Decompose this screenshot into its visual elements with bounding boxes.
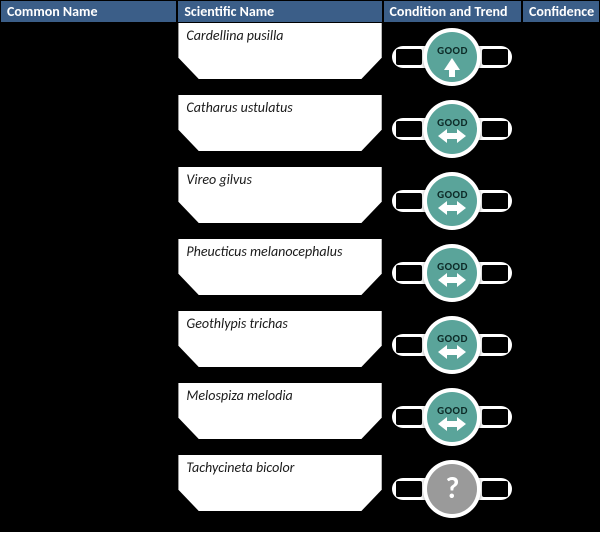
table-body: Cardellina pusillaGOODCatharus ustulatus… — [1, 23, 599, 533]
cell-confidence — [523, 455, 599, 527]
cell-scientific-name: Pheucticus melanocephalus — [178, 239, 383, 311]
cell-common-name — [1, 311, 178, 383]
header-common-name: Common Name — [1, 1, 178, 22]
species-table: Common Name Scientific Name Condition an… — [0, 0, 600, 532]
cell-scientific-name: Catharus ustulatus — [178, 95, 383, 167]
cell-common-name — [1, 167, 178, 239]
scientific-name-label: Geothlypis trichas — [178, 311, 381, 367]
scientific-name-text: Cardellina pusilla — [186, 27, 373, 44]
cell-condition-trend: GOOD — [384, 95, 524, 167]
cell-confidence — [523, 239, 599, 311]
scientific-name-label: Catharus ustulatus — [178, 95, 381, 151]
cell-scientific-name: Melospiza melodia — [178, 383, 383, 455]
scientific-name-text: Vireo gilvus — [186, 171, 373, 188]
scientific-name-label: Vireo gilvus — [178, 167, 381, 223]
condition-badge-wrap: GOOD — [392, 169, 512, 233]
condition-badge: GOOD — [423, 388, 481, 446]
trend-stable-icon — [438, 202, 466, 214]
badge-label: GOOD — [437, 261, 468, 272]
cell-confidence — [523, 311, 599, 383]
cell-scientific-name: Geothlypis trichas — [178, 311, 383, 383]
scientific-name-text: Geothlypis trichas — [186, 315, 373, 332]
trend-stable-icon — [438, 346, 466, 358]
unknown-badge-icon: ? — [427, 464, 477, 514]
scientific-name-label: Melospiza melodia — [178, 383, 381, 439]
scientific-name-label: Tachycineta bicolor — [178, 455, 381, 511]
badge-label: GOOD — [437, 189, 468, 200]
good-badge-icon: GOOD — [427, 104, 477, 154]
header-scientific-name: Scientific Name — [178, 1, 383, 22]
condition-badge-wrap: ? — [392, 457, 512, 521]
table-header: Common Name Scientific Name Condition an… — [1, 1, 599, 23]
good-badge-icon: GOOD — [427, 176, 477, 226]
condition-badge: GOOD — [423, 316, 481, 374]
table-row: Catharus ustulatus GOOD — [1, 95, 599, 167]
cell-condition-trend: GOOD — [384, 167, 524, 239]
cell-condition-trend: GOOD — [384, 23, 524, 95]
table-row: Pheucticus melanocephalus GOOD — [1, 239, 599, 311]
cell-common-name — [1, 455, 178, 527]
cell-condition-trend: GOOD — [384, 239, 524, 311]
cell-scientific-name: Vireo gilvus — [178, 167, 383, 239]
table-row: Vireo gilvus GOOD — [1, 167, 599, 239]
cell-condition-trend: ? — [384, 455, 524, 527]
cell-confidence — [523, 95, 599, 167]
good-badge-icon: GOOD — [427, 32, 477, 82]
trend-stable-icon — [438, 130, 466, 142]
badge-label: GOOD — [437, 405, 468, 416]
trend-stable-icon — [438, 274, 466, 286]
scientific-name-text: Catharus ustulatus — [186, 99, 373, 116]
condition-badge-wrap: GOOD — [392, 97, 512, 161]
cell-scientific-name: Cardellina pusilla — [178, 23, 383, 95]
condition-badge: GOOD — [423, 244, 481, 302]
good-badge-icon: GOOD — [427, 248, 477, 298]
table-row: Cardellina pusilla GOOD — [1, 23, 599, 95]
condition-badge: GOOD — [423, 172, 481, 230]
unknown-icon: ? — [446, 474, 460, 504]
condition-badge: ? — [423, 460, 481, 518]
condition-badge-wrap: GOOD — [392, 25, 512, 89]
cell-condition-trend: GOOD — [384, 383, 524, 455]
good-badge-icon: GOOD — [427, 392, 477, 442]
trend-stable-icon — [438, 418, 466, 430]
condition-badge: GOOD — [423, 100, 481, 158]
badge-label: GOOD — [437, 45, 468, 56]
badge-label: GOOD — [437, 117, 468, 128]
cell-scientific-name: Tachycineta bicolor — [178, 455, 383, 527]
scientific-name-label: Pheucticus melanocephalus — [178, 239, 381, 295]
scientific-name-text: Pheucticus melanocephalus — [186, 243, 373, 260]
table-row: Tachycineta bicolor? — [1, 455, 599, 527]
condition-badge-wrap: GOOD — [392, 313, 512, 377]
scientific-name-text: Melospiza melodia — [186, 387, 373, 404]
table-row: Melospiza melodia GOOD — [1, 383, 599, 455]
trend-up-icon — [444, 58, 460, 70]
header-confidence: Confidence — [523, 1, 599, 22]
badge-label: GOOD — [437, 333, 468, 344]
good-badge-icon: GOOD — [427, 320, 477, 370]
condition-badge: GOOD — [423, 28, 481, 86]
condition-badge-wrap: GOOD — [392, 385, 512, 449]
scientific-name-label: Cardellina pusilla — [178, 23, 381, 79]
header-condition-trend: Condition and Trend — [384, 1, 523, 22]
cell-confidence — [523, 23, 599, 95]
cell-confidence — [523, 167, 599, 239]
cell-common-name — [1, 383, 178, 455]
cell-condition-trend: GOOD — [384, 311, 524, 383]
cell-common-name — [1, 95, 178, 167]
cell-confidence — [523, 383, 599, 455]
condition-badge-wrap: GOOD — [392, 241, 512, 305]
cell-common-name — [1, 23, 178, 95]
table-row: Geothlypis trichas GOOD — [1, 311, 599, 383]
cell-common-name — [1, 239, 178, 311]
scientific-name-text: Tachycineta bicolor — [186, 459, 373, 476]
